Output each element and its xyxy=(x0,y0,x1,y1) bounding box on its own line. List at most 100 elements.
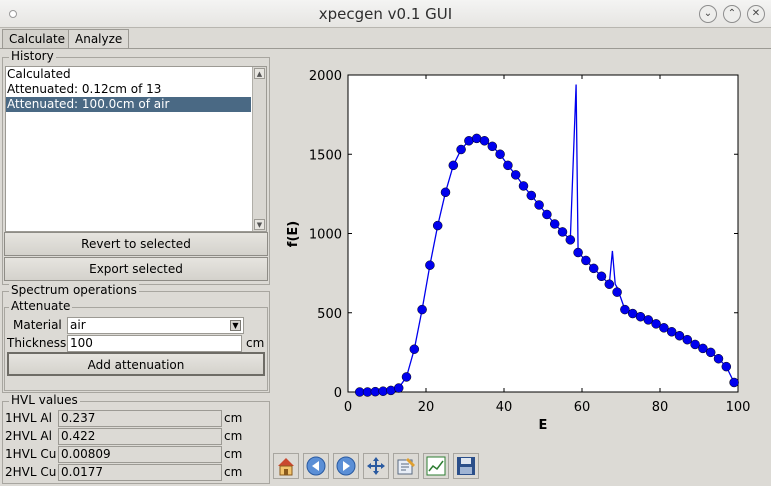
attenuate-title: Attenuate xyxy=(9,299,73,313)
data-point xyxy=(604,279,615,289)
zoom-icon[interactable] xyxy=(423,453,449,479)
back-icon[interactable] xyxy=(303,453,329,479)
spectrum-operations-title: Spectrum operations xyxy=(9,283,139,297)
history-group: History xyxy=(2,49,270,285)
data-point xyxy=(588,263,599,274)
hvl-title: HVL values xyxy=(9,393,80,407)
data-point xyxy=(674,330,685,341)
hvl-label: 1HVL Cu xyxy=(5,447,57,461)
scroll-down-icon[interactable]: ▼ xyxy=(254,219,265,230)
hvl-unit: cm xyxy=(224,447,243,461)
y-tick-label: 2000 xyxy=(309,69,342,84)
window-title: xpecgen v0.1 GUI xyxy=(318,5,453,23)
history-item-selected[interactable]: Attenuated: 100.0cm of air xyxy=(6,97,251,112)
data-point xyxy=(417,304,427,315)
data-point xyxy=(495,149,505,159)
scroll-up-icon[interactable]: ▲ xyxy=(254,68,265,79)
thickness-input[interactable]: 100 xyxy=(67,335,242,352)
save-icon[interactable] xyxy=(453,453,479,479)
window-menu-icon[interactable] xyxy=(9,10,17,18)
x-tick-label: 0 xyxy=(344,400,352,415)
history-scrollbar[interactable]: ▲ ▼ xyxy=(252,67,266,231)
revert-button[interactable]: Revert to selected xyxy=(4,232,268,256)
x-tick-label: 20 xyxy=(418,400,435,415)
material-value: air xyxy=(70,318,86,332)
x-tick-label: 40 xyxy=(496,400,513,415)
data-point xyxy=(510,170,521,180)
forward-icon[interactable] xyxy=(333,453,359,479)
data-point xyxy=(393,383,404,393)
y-tick-label: 500 xyxy=(317,307,342,322)
data-point xyxy=(448,160,459,171)
y-axis-label: f(E) xyxy=(286,221,301,247)
y-tick-label: 1500 xyxy=(309,148,342,163)
hvl-label: 1HVL Al xyxy=(5,411,52,425)
history-list[interactable]: Calculated Attenuated: 0.12cm of 13 Atte… xyxy=(5,66,267,232)
data-point xyxy=(549,219,560,229)
y-tick-label: 1000 xyxy=(309,228,342,243)
attenuate-group: Attenuate xyxy=(4,299,268,391)
hvl-value: 0.0177 xyxy=(58,464,222,481)
data-point xyxy=(425,260,435,270)
data-point xyxy=(666,327,677,337)
hvl-value: 0.237 xyxy=(58,410,222,427)
hvl-group: HVL values xyxy=(2,393,270,484)
data-point xyxy=(573,247,583,258)
data-point xyxy=(659,323,669,333)
hvl-value: 0.00809 xyxy=(58,446,222,463)
x-tick-label: 60 xyxy=(574,400,591,415)
data-point xyxy=(565,235,576,245)
data-point xyxy=(596,271,607,282)
tab-calculate[interactable]: Calculate xyxy=(2,29,73,49)
x-tick-label: 100 xyxy=(726,400,751,415)
data-point xyxy=(534,200,544,210)
data-point xyxy=(612,287,622,297)
data-point xyxy=(401,372,412,382)
data-point xyxy=(581,255,591,266)
configure-subplots-icon[interactable] xyxy=(393,453,419,479)
data-point xyxy=(620,304,630,315)
close-button[interactable]: ✕ xyxy=(747,5,765,23)
export-button[interactable]: Export selected xyxy=(4,257,268,281)
tab-analyze[interactable]: Analyze xyxy=(68,29,130,49)
data-point xyxy=(557,227,568,237)
data-point xyxy=(713,353,724,364)
chevron-down-icon[interactable]: ▼ xyxy=(230,320,241,331)
hvl-label: 2HVL Al xyxy=(5,429,52,443)
x-tick-label: 80 xyxy=(652,400,669,415)
data-point xyxy=(651,319,661,329)
minimize-button[interactable]: ⌄ xyxy=(699,5,717,23)
pan-icon[interactable] xyxy=(363,453,389,479)
material-select[interactable]: air ▼ xyxy=(67,317,244,334)
y-tick-label: 0 xyxy=(334,386,342,401)
plot-area[interactable] xyxy=(347,74,739,393)
thickness-unit: cm xyxy=(246,336,265,350)
maximize-button[interactable]: ⌃ xyxy=(723,5,741,23)
analyze-panel xyxy=(0,48,771,486)
history-item[interactable]: Calculated xyxy=(7,67,71,81)
hvl-unit: cm xyxy=(224,411,243,425)
data-point xyxy=(682,334,693,345)
data-point xyxy=(487,141,498,152)
data-point xyxy=(729,377,739,388)
hvl-label: 2HVL Cu xyxy=(5,465,57,479)
data-point xyxy=(526,190,537,201)
data-point xyxy=(503,160,513,171)
data-point xyxy=(479,136,490,146)
home-icon[interactable] xyxy=(273,453,299,479)
data-point xyxy=(643,315,654,325)
hvl-value: 0.422 xyxy=(58,428,222,445)
data-point xyxy=(518,181,529,191)
add-attenuation-button[interactable]: Add attenuation xyxy=(7,352,265,376)
title-bar: xpecgen v0.1 GUI ⌄ ⌃ ✕ xyxy=(0,0,771,28)
history-title: History xyxy=(9,49,56,63)
data-point xyxy=(456,144,466,155)
data-point xyxy=(690,339,700,350)
spectrum-operations-group: Spectrum operations xyxy=(2,283,270,393)
data-point xyxy=(409,344,420,354)
data-point xyxy=(705,347,716,358)
history-item[interactable]: Attenuated: 0.12cm of 13 xyxy=(7,82,162,96)
data-point xyxy=(721,361,732,372)
data-point xyxy=(432,220,443,231)
